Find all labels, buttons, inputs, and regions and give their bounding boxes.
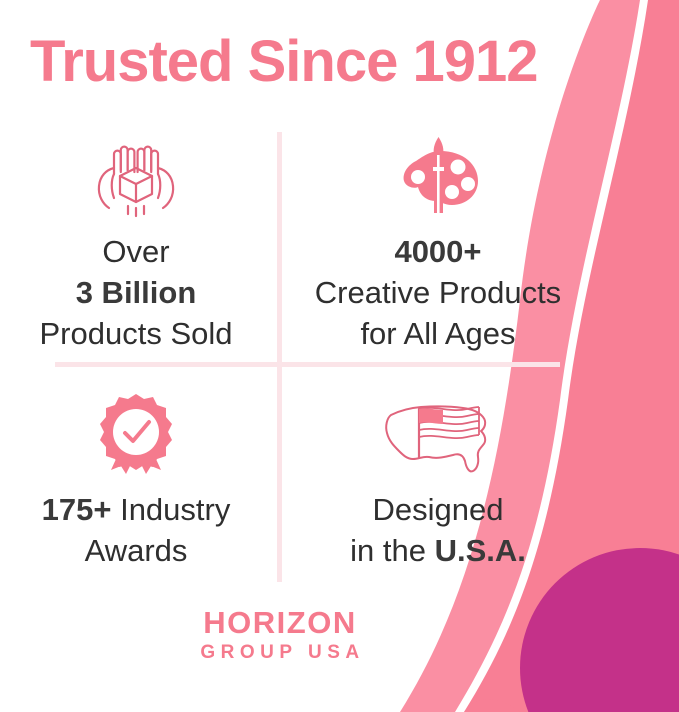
stat-line: Designed (372, 492, 504, 527)
swoosh-inner-band (464, 0, 679, 712)
usa-map-flag-icon (379, 390, 497, 482)
stat-text-designed-in-usa: Designed in the U.S.A. (350, 490, 526, 572)
swoosh-base-fill (464, 698, 520, 712)
swoosh-outer-band (400, 0, 679, 712)
stat-line: Over (102, 234, 170, 269)
page-title: Trusted Since 1912 (30, 29, 538, 94)
stat-line-bold: 4000+ (394, 234, 482, 269)
stat-line: Awards (84, 532, 188, 568)
divider-vertical (277, 132, 282, 582)
stat-block-industry-awards: 175+ Industry Awards (0, 390, 272, 572)
stat-line: in the U.S.A. (350, 531, 526, 572)
swoosh-white-line (455, 0, 679, 712)
stat-line: Products Sold (39, 315, 233, 351)
stat-text-products-sold: Over 3 Billion Products Sold (40, 232, 233, 355)
stat-block-creative-products: 4000+ Creative Products for All Ages (288, 132, 588, 355)
stat-block-products-sold: Over 3 Billion Products Sold (0, 132, 272, 355)
award-ribbon-icon (93, 390, 179, 482)
hands-holding-box-icon (84, 132, 188, 224)
stat-line: for All Ages (360, 315, 516, 351)
stat-line-bold: 3 Billion (75, 274, 197, 310)
brand-logo: HORIZON GROUP USA (0, 605, 560, 664)
stat-line: Creative Products (314, 274, 562, 310)
divider-horizontal (55, 362, 560, 367)
stat-emphasis: U.S.A. (434, 532, 526, 568)
logo-wordmark: HORIZON (203, 605, 357, 640)
stat-text-industry-awards: 175+ Industry Awards (42, 490, 231, 572)
stat-block-designed-in-usa: Designed in the U.S.A. (288, 390, 588, 572)
stat-line: 175+ Industry (42, 490, 231, 531)
stat-line-rest: in the (350, 532, 435, 568)
stat-line-rest: Industry (111, 492, 231, 527)
logo-tagline: GROUP USA (200, 641, 365, 663)
stat-text-creative-products: 4000+ Creative Products for All Ages (315, 232, 561, 355)
stat-emphasis: 175+ (41, 492, 112, 527)
paint-palette-icon (392, 132, 484, 224)
